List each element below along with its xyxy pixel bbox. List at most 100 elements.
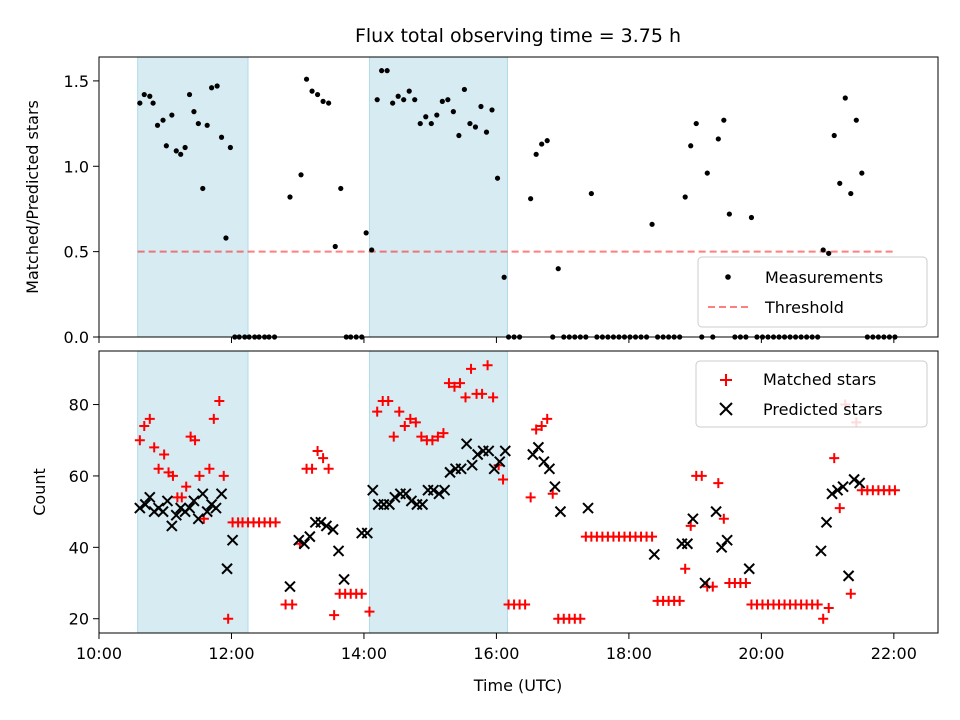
matched-star-point — [270, 517, 281, 528]
measurement-point — [539, 141, 545, 147]
measurement-point — [154, 122, 161, 128]
predicted-star-points — [134, 438, 866, 593]
measurement-point — [533, 151, 539, 157]
bottom-shaded-intervals — [137, 350, 508, 634]
matched-star-point — [713, 478, 724, 489]
measurement-point — [831, 132, 837, 139]
x-tick-label: 18:00 — [606, 644, 652, 663]
matched-star-point — [388, 431, 399, 442]
matched-star-point — [674, 595, 685, 606]
predicted-legend-label: Predicted stars — [763, 400, 883, 419]
y-tick-label: 40 — [69, 538, 89, 557]
chart-title: Flux total observing time = 3.75 h — [355, 25, 681, 47]
predicted-star-point — [681, 538, 694, 550]
predicted-star-point — [144, 491, 156, 504]
matched-star-point — [214, 395, 225, 406]
measurement-point — [501, 274, 507, 280]
matched-star-point — [204, 463, 215, 474]
measurement-point — [332, 243, 338, 250]
matched-star-point — [208, 413, 219, 424]
measurement-point — [434, 112, 440, 118]
matched-star-point — [547, 488, 558, 499]
predicted-star-point — [826, 488, 838, 500]
shaded-interval — [137, 56, 249, 338]
predicted-star-point — [853, 477, 866, 489]
predicted-star-point — [161, 495, 174, 507]
predicted-star-point — [338, 573, 350, 586]
predicted-star-point — [139, 498, 152, 511]
matched-star-point — [218, 470, 229, 481]
predicted-star-point — [527, 448, 539, 461]
predicted-star-point — [471, 448, 484, 461]
measurement-point — [218, 134, 225, 140]
measurement-point — [303, 76, 310, 82]
bottom-plot-frame — [98, 350, 939, 634]
y-tick-label: 1.5 — [64, 72, 89, 91]
predicted-star-point — [532, 441, 545, 454]
predicted-star-point — [361, 527, 373, 539]
measurement-point — [191, 109, 197, 115]
predicted-star-point — [332, 545, 345, 557]
matched-star-point — [520, 599, 531, 610]
matched-star-point — [542, 413, 553, 424]
top-legend: Measurements Threshold — [697, 256, 928, 328]
y-tick-label: 1.0 — [64, 157, 89, 176]
matched-star-point — [416, 431, 427, 442]
matched-star-point — [190, 435, 201, 446]
measurement-point — [682, 194, 688, 200]
measurement-point — [182, 144, 188, 151]
predicted-star-point — [293, 534, 305, 546]
top-y-axis-label: Matched/Predicted stars — [23, 100, 42, 294]
predicted-star-point — [197, 488, 209, 500]
measurement-point — [169, 112, 175, 118]
predicted-star-point — [848, 473, 860, 486]
predicted-star-point — [188, 495, 200, 507]
measurement-point — [209, 85, 215, 91]
top-legend-box — [697, 256, 928, 328]
measurement-point — [223, 235, 229, 241]
predicted-star-point — [494, 455, 506, 468]
predicted-star-point — [842, 570, 855, 582]
measurement-point — [412, 97, 418, 103]
matched-star-point — [139, 420, 150, 431]
measurement-point — [439, 98, 445, 104]
predicted-star-point — [201, 505, 213, 518]
measurement-point — [390, 100, 396, 106]
matched-star-point — [167, 470, 178, 481]
matched-star-point — [482, 360, 493, 371]
measurement-point — [374, 97, 380, 103]
predicted-star-point — [444, 466, 456, 479]
measurement-point — [649, 221, 655, 227]
matched-star-point — [399, 420, 410, 431]
x-axis-label: Time (UTC) — [473, 676, 562, 695]
measurement-point — [489, 107, 495, 113]
predicted-star-point — [455, 463, 467, 475]
measurement-point — [721, 117, 727, 123]
matched-star-point — [477, 388, 488, 399]
measurement-point — [227, 144, 233, 151]
matched-star-point — [449, 381, 460, 392]
predicted-star-point — [405, 495, 418, 507]
measurement-point — [450, 109, 456, 115]
measurement-point — [287, 194, 293, 200]
measurement-point — [528, 196, 534, 202]
measurement-point — [326, 100, 332, 106]
measurement-point — [160, 117, 166, 123]
predicted-star-point — [743, 563, 755, 575]
measurement-point — [848, 190, 854, 197]
measurement-point — [726, 211, 732, 217]
predicted-star-point — [687, 513, 699, 525]
measurement-point — [555, 266, 561, 272]
matched-star-point — [134, 435, 145, 446]
measurement-point — [820, 247, 826, 253]
matched-star-point — [194, 470, 205, 481]
predicted-star-point — [416, 498, 429, 511]
matched-star-point — [307, 463, 318, 474]
matched-star-point — [287, 599, 298, 610]
predicted-star-point — [315, 516, 327, 529]
predicted-star-point — [383, 498, 396, 511]
measurement-point — [842, 95, 848, 101]
measurement-point — [715, 136, 721, 142]
measurement-point — [467, 120, 473, 127]
